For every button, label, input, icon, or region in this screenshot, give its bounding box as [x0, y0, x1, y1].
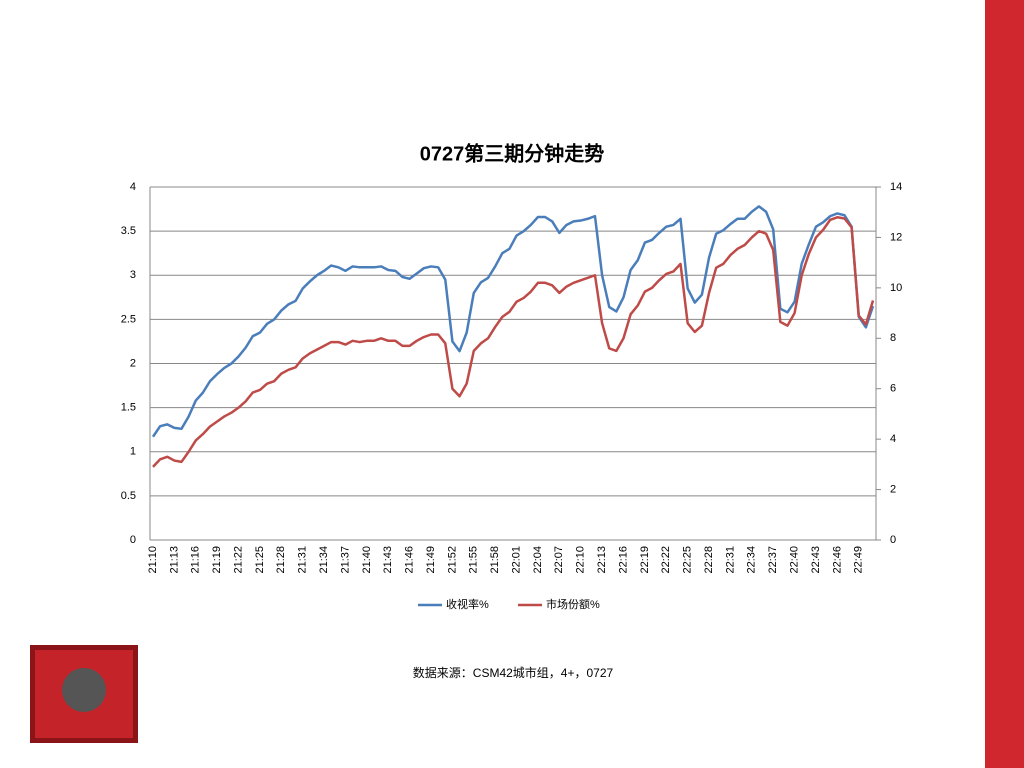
- y-tick-label: 2: [130, 357, 136, 369]
- series-line: [151, 205, 875, 438]
- x-tick-label: 22:31: [724, 546, 736, 574]
- logo: [30, 645, 138, 743]
- x-tick-label: 21:16: [190, 546, 202, 574]
- x-tick-label: 22:22: [660, 546, 672, 574]
- legend-label: 收视率%: [446, 597, 489, 611]
- x-tick-label: 21:46: [404, 546, 416, 574]
- x-tick-label: 21:10: [147, 546, 159, 574]
- x-tick-label: 21:37: [339, 546, 351, 574]
- x-tick-label: 22:16: [617, 546, 629, 574]
- x-tick-label: 22:07: [553, 546, 565, 574]
- x-tick-label: 21:34: [318, 546, 330, 574]
- x-tick-label: 22:04: [532, 546, 544, 574]
- x-tick-label: 22:28: [703, 546, 715, 574]
- y-tick-label: 3: [130, 269, 136, 281]
- x-tick-label: 21:28: [275, 546, 287, 574]
- y2-tick-label: 4: [890, 433, 896, 445]
- y-tick-label: 2.5: [121, 313, 136, 325]
- x-tick-label: 21:52: [446, 546, 458, 574]
- x-tick-label: 22:46: [831, 546, 843, 574]
- x-tick-label: 22:40: [788, 546, 800, 574]
- y2-tick-label: 2: [890, 483, 896, 495]
- y-tick-label: 1: [130, 446, 136, 458]
- x-tick-label: 22:25: [682, 546, 694, 574]
- x-tick-label: 21:31: [297, 546, 309, 574]
- y-tick-label: 0: [130, 534, 136, 546]
- x-tick-label: 21:13: [168, 546, 180, 574]
- y2-tick-label: 6: [890, 383, 896, 395]
- y-tick-label: 0.5: [121, 490, 136, 502]
- x-tick-label: 21:22: [232, 546, 244, 574]
- x-tick-label: 22:49: [853, 546, 865, 574]
- x-tick-label: 21:40: [361, 546, 373, 574]
- y2-tick-label: 10: [890, 282, 902, 294]
- chart-title: 0727第三期分钟走势: [420, 141, 605, 165]
- y2-tick-label: 8: [890, 332, 896, 344]
- x-tick-label: 22:34: [746, 546, 758, 574]
- x-tick-label: 22:01: [510, 546, 522, 574]
- x-tick-label: 21:25: [254, 546, 266, 574]
- x-tick-label: 21:58: [489, 546, 501, 574]
- x-tick-label: 22:19: [639, 546, 651, 574]
- logo-mic: [62, 668, 106, 712]
- y-tick-label: 3.5: [121, 225, 136, 237]
- x-tick-label: 21:55: [468, 546, 480, 574]
- x-tick-label: 22:37: [767, 546, 779, 574]
- y2-tick-label: 12: [890, 231, 902, 243]
- legend-label: 市场份额%: [546, 597, 600, 611]
- y-tick-label: 1.5: [121, 402, 136, 414]
- x-tick-label: 21:49: [425, 546, 437, 574]
- x-tick-label: 22:43: [810, 546, 822, 574]
- x-tick-label: 21:43: [382, 546, 394, 574]
- side-bar: [985, 0, 1024, 768]
- series-line: [152, 216, 875, 468]
- source-note: 数据来源：CSM42城市组，4+，0727: [413, 665, 614, 680]
- y-tick-label: 4: [130, 181, 136, 193]
- x-tick-label: 21:19: [211, 546, 223, 574]
- x-tick-label: 22:10: [575, 546, 587, 574]
- y2-tick-label: 14: [890, 181, 902, 193]
- y2-tick-label: 0: [890, 534, 896, 546]
- x-tick-label: 22:13: [596, 546, 608, 574]
